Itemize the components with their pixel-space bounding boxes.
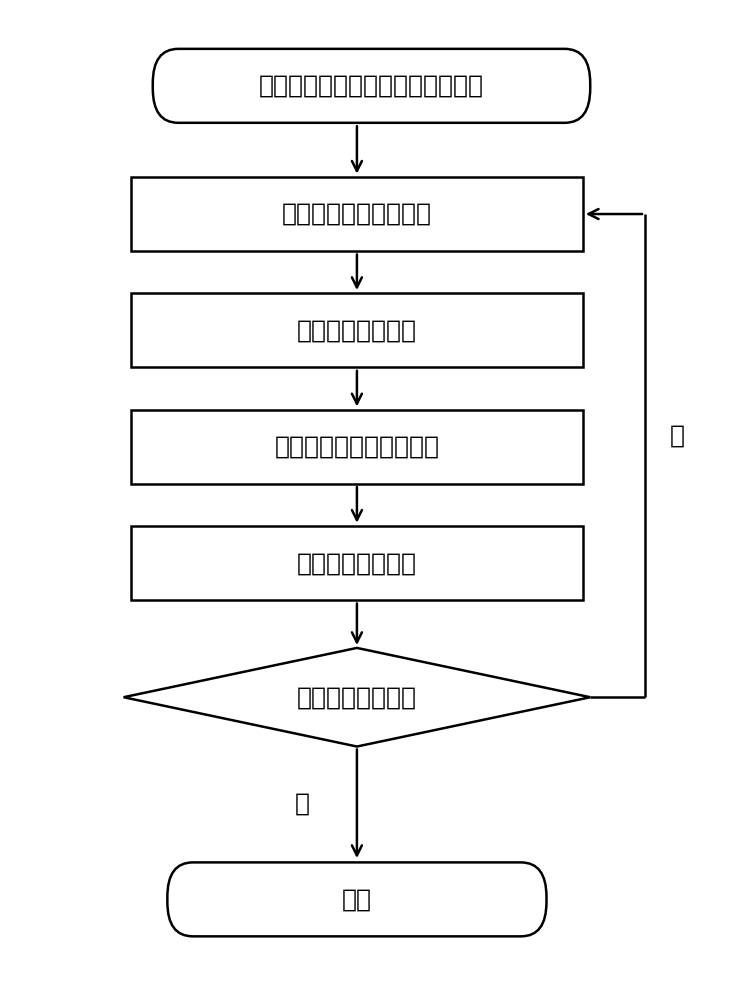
FancyBboxPatch shape [167,862,547,936]
Text: 淠积一个水或臭氧的脉冲: 淠积一个水或臭氧的脉冲 [274,435,439,459]
Text: 设定原子层淠积反应腺的工艺条件: 设定原子层淠积反应腺的工艺条件 [259,74,484,98]
Text: 用氮气吹洗残留物: 用氮气吹洗残留物 [297,318,417,342]
Text: 淠积一个三甲基铝脉冲: 淠积一个三甲基铝脉冲 [282,202,432,226]
Text: 是: 是 [295,792,310,816]
Bar [131,177,583,251]
Text: 结束: 结束 [342,887,372,911]
Bar [131,410,583,484]
Bar [131,526,583,600]
Text: 是否达到所需厚度: 是否达到所需厚度 [297,685,417,709]
Text: 用氮气吹洗残留物: 用氮气吹洗残留物 [297,551,417,575]
Text: 否: 否 [670,424,685,448]
FancyBboxPatch shape [153,49,590,123]
Bar [131,293,583,367]
Polygon shape [123,648,590,747]
